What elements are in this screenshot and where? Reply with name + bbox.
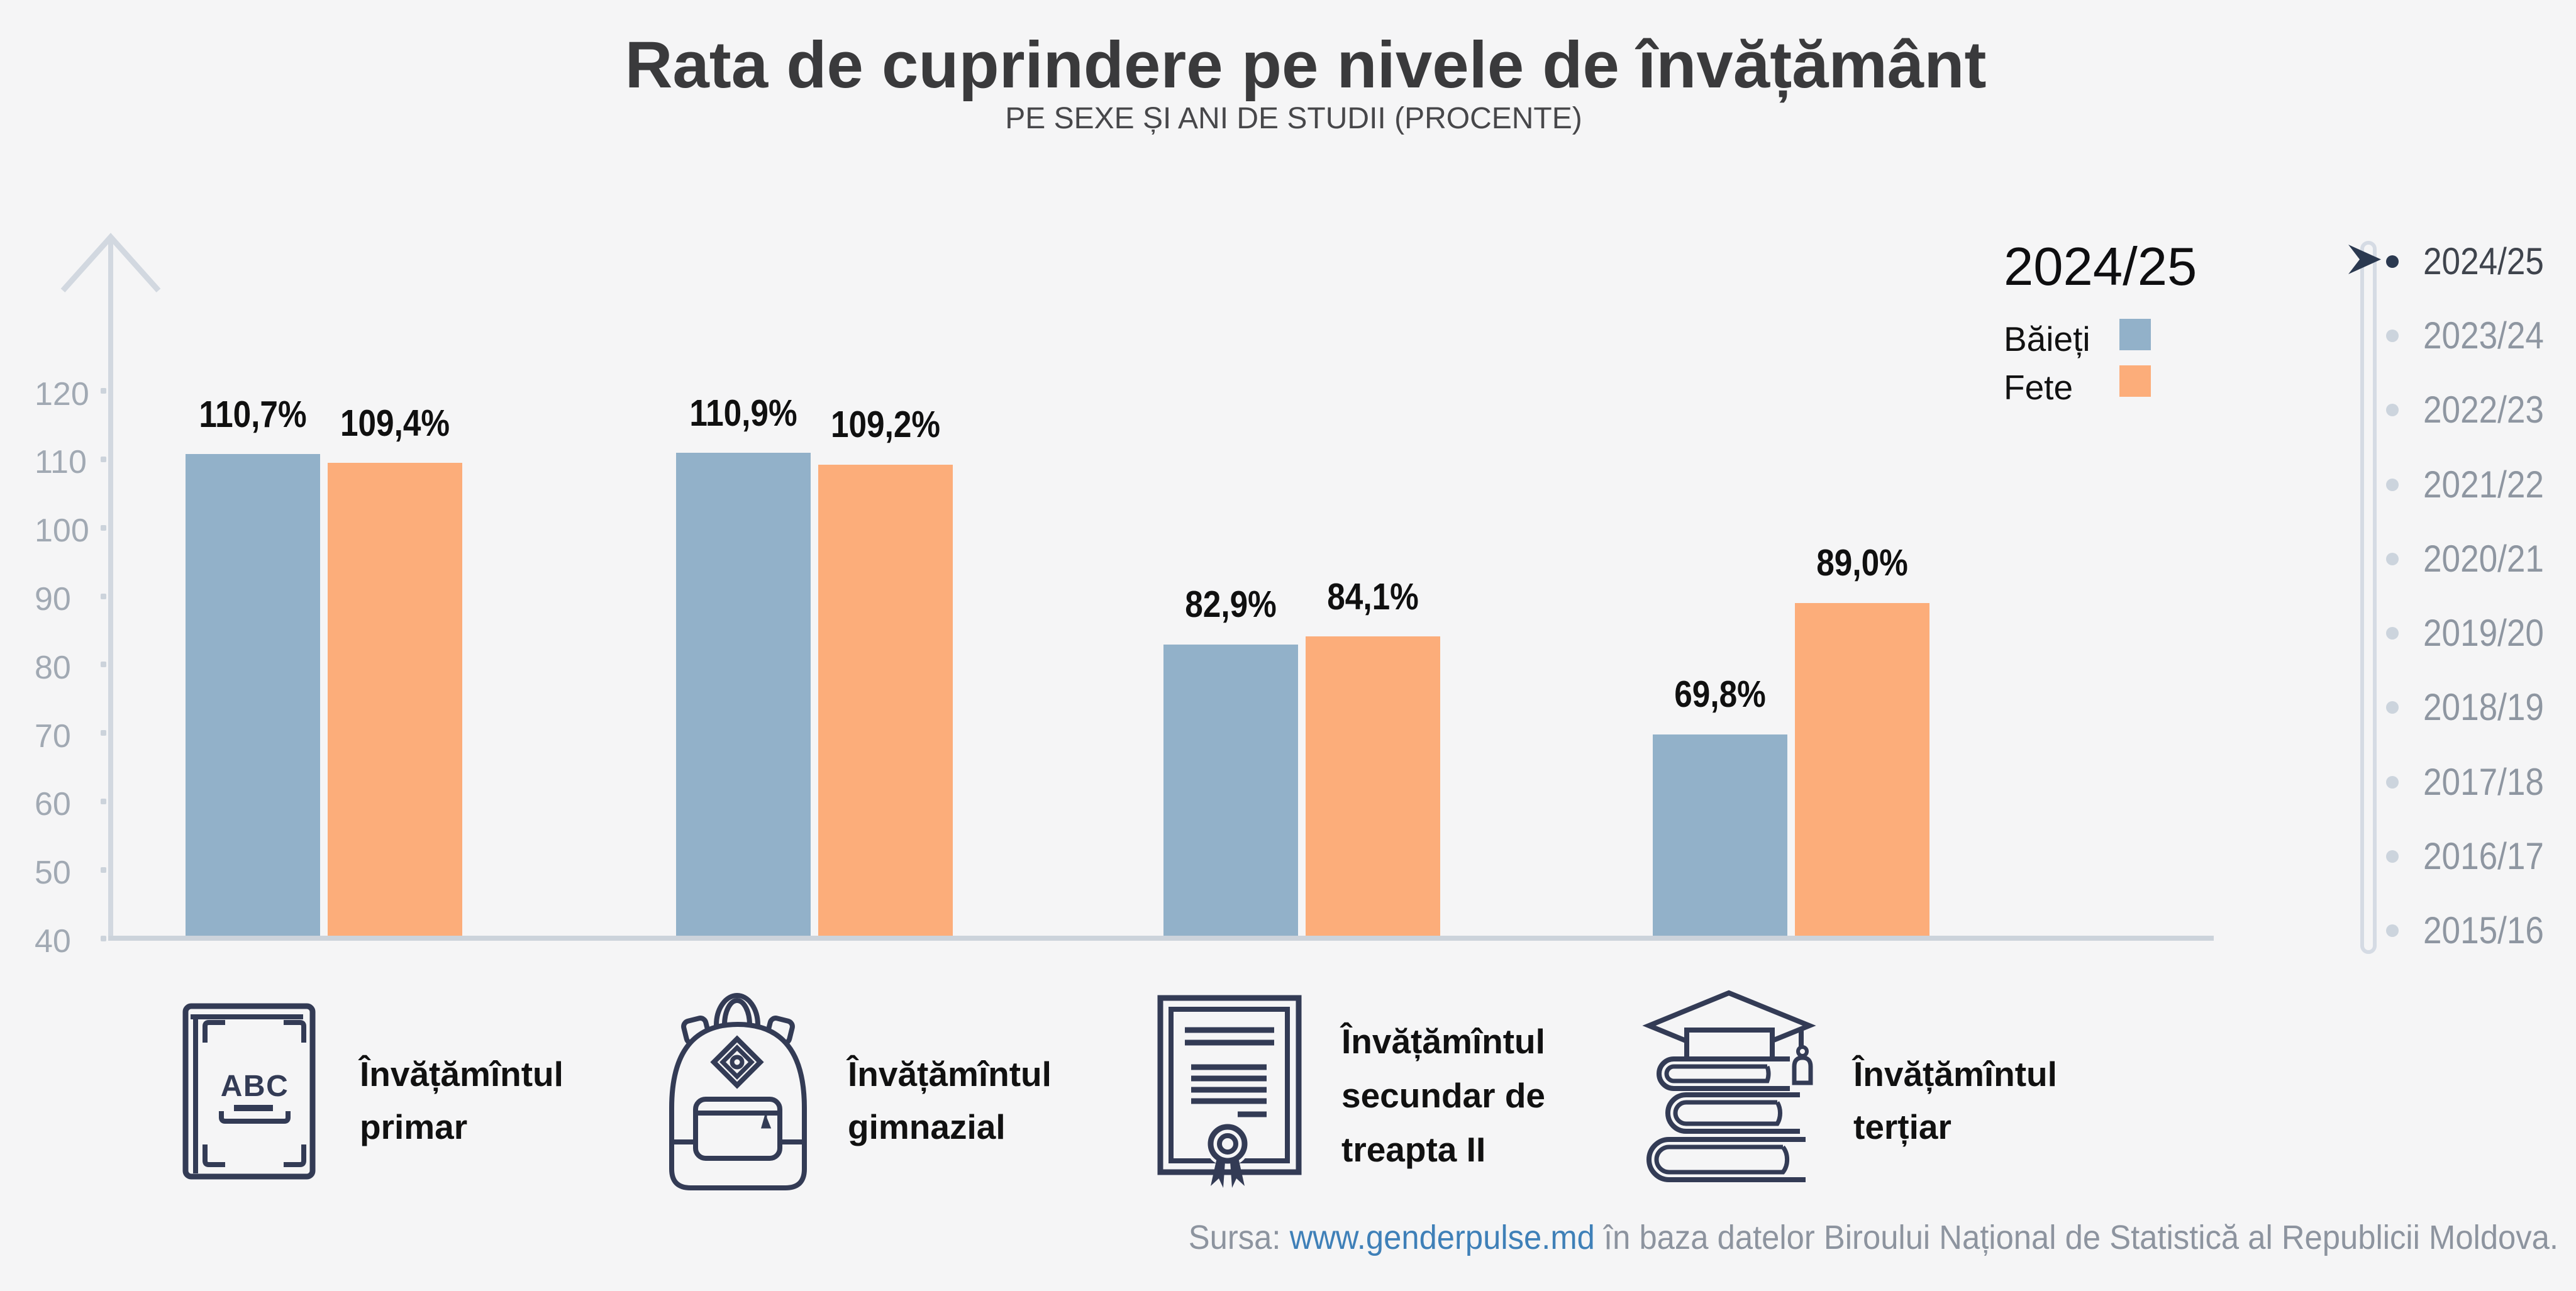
svg-text:ABC: ABC <box>221 1070 289 1103</box>
